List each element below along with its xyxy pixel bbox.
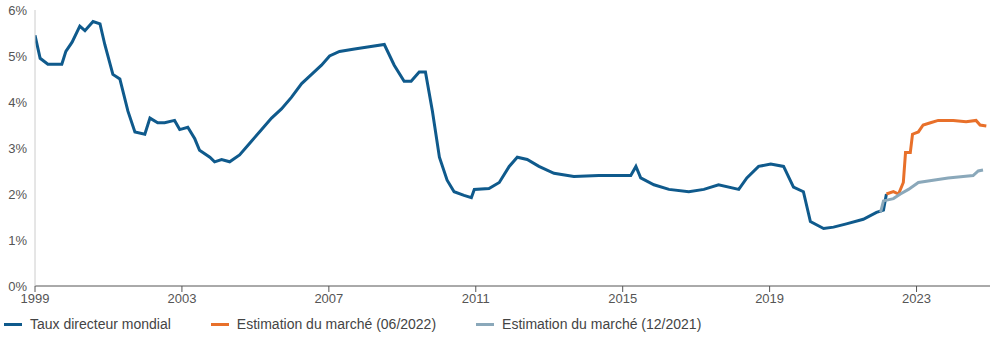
html-text:Estimation du marché (12/2021): Estimation du marché (12/2021) (502, 316, 702, 332)
svg-text:2007: 2007 (314, 291, 343, 306)
svg-text:2015: 2015 (608, 291, 637, 306)
svg-text:2003: 2003 (167, 291, 196, 306)
svg-text:3%: 3% (8, 141, 27, 156)
html-text:Estimation du marché (06/2022): Estimation du marché (06/2022) (236, 316, 437, 332)
svg-text:6%: 6% (8, 3, 27, 18)
svg-text:4%: 4% (8, 95, 27, 110)
html-text:Taux directeur mondial: Taux directeur mondial (30, 316, 171, 332)
svg-text:2023: 2023 (902, 291, 931, 306)
svg-text:2%: 2% (8, 187, 27, 202)
svg-text:1%: 1% (8, 233, 27, 248)
svg-text:0%: 0% (8, 279, 27, 294)
svg-text:2011: 2011 (462, 291, 490, 306)
svg-text:1999: 1999 (20, 291, 50, 307)
svg-text:2019: 2019 (755, 291, 784, 306)
svg-text:5%: 5% (8, 49, 27, 64)
